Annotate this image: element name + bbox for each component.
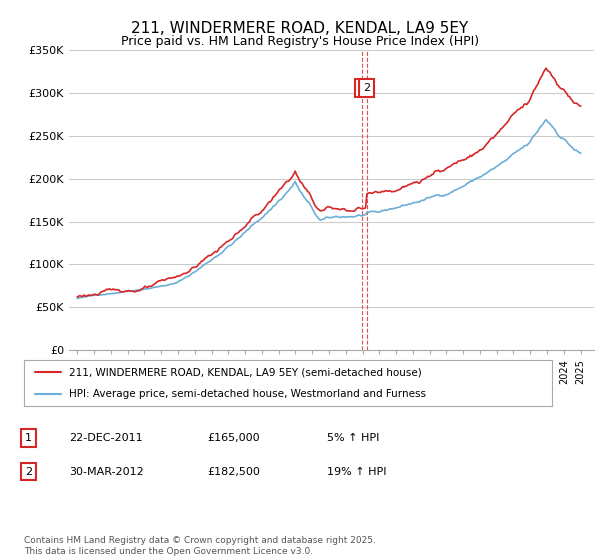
Text: 2: 2: [25, 466, 32, 477]
Text: 211, WINDERMERE ROAD, KENDAL, LA9 5EY (semi-detached house): 211, WINDERMERE ROAD, KENDAL, LA9 5EY (s…: [69, 367, 422, 377]
Text: £165,000: £165,000: [207, 433, 260, 443]
Text: 1: 1: [25, 433, 32, 443]
Text: Contains HM Land Registry data © Crown copyright and database right 2025.
This d: Contains HM Land Registry data © Crown c…: [24, 536, 376, 556]
Text: 19% ↑ HPI: 19% ↑ HPI: [327, 466, 386, 477]
Text: 1: 1: [359, 83, 365, 93]
Text: 30-MAR-2012: 30-MAR-2012: [69, 466, 144, 477]
Text: 211, WINDERMERE ROAD, KENDAL, LA9 5EY: 211, WINDERMERE ROAD, KENDAL, LA9 5EY: [131, 21, 469, 36]
Text: Price paid vs. HM Land Registry's House Price Index (HPI): Price paid vs. HM Land Registry's House …: [121, 35, 479, 48]
Text: 5% ↑ HPI: 5% ↑ HPI: [327, 433, 379, 443]
Text: 2: 2: [363, 83, 370, 93]
Text: HPI: Average price, semi-detached house, Westmorland and Furness: HPI: Average price, semi-detached house,…: [69, 389, 426, 399]
Text: 22-DEC-2011: 22-DEC-2011: [69, 433, 143, 443]
Text: £182,500: £182,500: [207, 466, 260, 477]
